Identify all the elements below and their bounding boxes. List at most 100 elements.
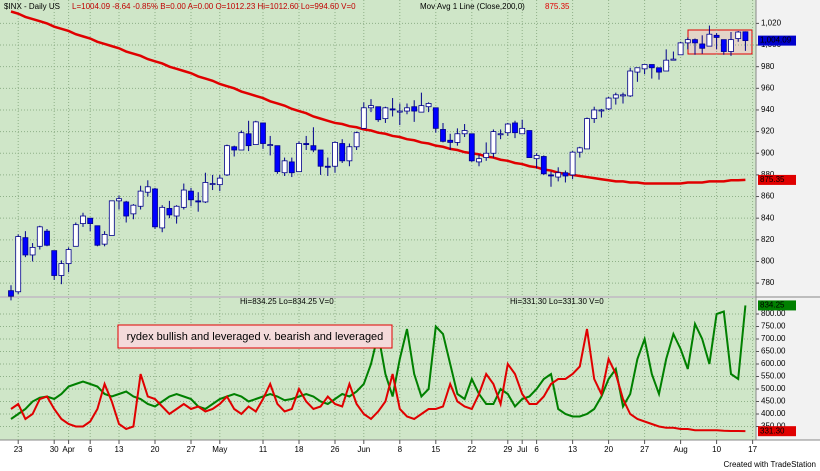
candle-body bbox=[713, 34, 720, 38]
price-box-label: 875.35 bbox=[760, 175, 785, 184]
candle-body bbox=[202, 182, 209, 203]
candle-body bbox=[188, 190, 194, 201]
candle-body bbox=[87, 217, 94, 224]
y-tick-label: 820 bbox=[761, 235, 775, 244]
candle-body bbox=[663, 59, 670, 72]
candle-body bbox=[720, 39, 727, 52]
candle-body bbox=[317, 149, 324, 167]
candle-body bbox=[332, 142, 338, 167]
plot-layer: 7808008208408608809009209409609801,0001,… bbox=[0, 0, 796, 454]
annotation: rydex bullish and leveraged v. bearish a… bbox=[127, 331, 384, 343]
candle-body bbox=[526, 130, 533, 158]
candle-body bbox=[65, 249, 72, 265]
header-indicator-value: 875.35 bbox=[545, 2, 570, 11]
candle-body bbox=[29, 246, 36, 256]
candle-body bbox=[123, 201, 130, 217]
y-tick-label: 600.00 bbox=[761, 359, 786, 368]
candle-body bbox=[166, 208, 173, 216]
candle-body bbox=[461, 130, 468, 135]
candle-body bbox=[584, 118, 590, 150]
candle-body bbox=[296, 143, 302, 173]
candle-body bbox=[483, 152, 490, 158]
candle-body bbox=[44, 230, 50, 246]
candle-body bbox=[440, 129, 446, 142]
candle-body bbox=[173, 205, 180, 217]
candle-body bbox=[555, 172, 562, 178]
candle-body bbox=[533, 155, 540, 160]
x-tick-label: Apr bbox=[62, 445, 75, 454]
x-tick-label: 11 bbox=[259, 445, 268, 454]
header-indicator: Mov Avg 1 Line (Close,200,0) bbox=[420, 2, 525, 11]
y-tick-label: 450.00 bbox=[761, 397, 786, 406]
candle-body bbox=[72, 224, 79, 247]
candle-body bbox=[396, 110, 403, 113]
y-tick-label: 750.00 bbox=[761, 322, 786, 331]
x-tick-label: 17 bbox=[748, 445, 757, 454]
moving-average bbox=[10, 10, 746, 185]
x-tick-label: 23 bbox=[14, 445, 23, 454]
candle-body bbox=[569, 151, 576, 176]
footer: Created with TradeStation bbox=[724, 460, 817, 469]
candle-body bbox=[159, 206, 166, 229]
candle-body bbox=[519, 127, 526, 135]
candle-body bbox=[562, 172, 569, 177]
y-tick-label: 500.00 bbox=[761, 384, 786, 393]
y-tick-label: 940 bbox=[761, 105, 775, 114]
candle-body bbox=[260, 122, 266, 144]
y-tick-label: 780 bbox=[761, 278, 775, 287]
candle-body bbox=[231, 146, 238, 151]
x-tick-label: 26 bbox=[331, 445, 340, 454]
x-tick-label: 29 bbox=[503, 445, 512, 454]
candle-body bbox=[274, 145, 281, 173]
candle-body bbox=[22, 237, 29, 256]
candle-body bbox=[195, 200, 202, 203]
candle-body bbox=[144, 186, 151, 193]
candle-body bbox=[288, 161, 295, 174]
price-axis-bg bbox=[756, 0, 820, 440]
candle-body bbox=[418, 105, 425, 113]
y-tick-label: 980 bbox=[761, 62, 775, 71]
candle-body bbox=[281, 160, 288, 174]
x-tick-label: Jul bbox=[517, 445, 527, 454]
y-tick-label: 650.00 bbox=[761, 347, 786, 356]
candle-body bbox=[375, 106, 382, 121]
x-tick-label: 13 bbox=[568, 445, 577, 454]
price-box bbox=[758, 35, 796, 46]
candle-body bbox=[130, 204, 137, 215]
y-tick-label: 860 bbox=[761, 192, 775, 201]
candle-body bbox=[101, 234, 108, 245]
candle-body bbox=[245, 133, 252, 147]
y-tick-label: 1,020 bbox=[761, 19, 782, 28]
x-tick-label: 6 bbox=[88, 445, 93, 454]
x-tick-label: 15 bbox=[431, 445, 440, 454]
x-tick-label: 6 bbox=[534, 445, 539, 454]
candle-body bbox=[497, 133, 504, 136]
candle-body bbox=[137, 190, 144, 207]
candle-body bbox=[51, 250, 58, 276]
price-box-label: 834.25 bbox=[760, 301, 785, 310]
candle-body bbox=[36, 226, 43, 247]
candle-body bbox=[252, 121, 259, 145]
candle-body bbox=[209, 183, 216, 185]
candle-body bbox=[339, 143, 346, 162]
annotation-box bbox=[117, 324, 393, 349]
candle-body bbox=[58, 263, 65, 276]
candle-body bbox=[180, 189, 187, 208]
candle-body bbox=[605, 97, 612, 110]
candle-body bbox=[267, 144, 274, 146]
x-tick-label: 30 bbox=[50, 445, 59, 454]
x-tick-label: May bbox=[212, 445, 227, 454]
y-tick-label: 880 bbox=[761, 170, 775, 179]
candle-body bbox=[476, 158, 482, 163]
candle-body bbox=[612, 94, 619, 99]
candle-body bbox=[670, 58, 677, 61]
y-tick-label: 400.00 bbox=[761, 409, 786, 418]
candle-body bbox=[591, 109, 598, 120]
candle-body bbox=[15, 236, 22, 293]
candle-body bbox=[684, 39, 691, 44]
price-box-label: 331.30 bbox=[760, 426, 785, 435]
x-tick-label: Jun bbox=[357, 445, 370, 454]
x-tick-label: 20 bbox=[604, 445, 613, 454]
candle-body bbox=[454, 133, 461, 143]
candle-body bbox=[504, 123, 511, 134]
